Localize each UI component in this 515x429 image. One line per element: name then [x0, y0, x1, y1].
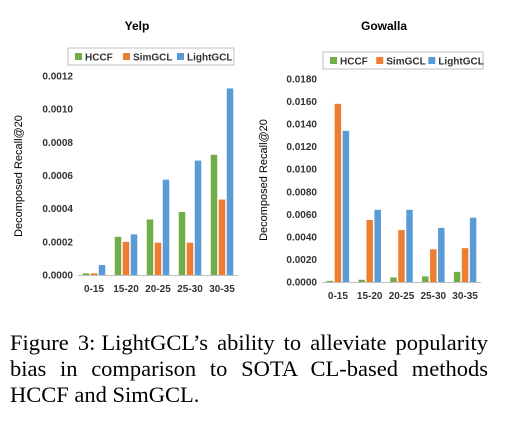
chart1-bar-simgcl-1	[90, 273, 98, 275]
chart1-bar-lightgcl-4	[194, 160, 202, 275]
chart2-bar-lightgcl-5	[469, 217, 477, 282]
chart2-ytick-label: 0.0040	[286, 232, 317, 243]
chart2-xtick-label: 25-30	[421, 291, 447, 302]
chart1-xtick-label: 15-20	[113, 284, 139, 295]
chart1-bar-hccf-1	[82, 273, 90, 275]
chart1-ytick-label: 0.0010	[42, 105, 73, 116]
figure-caption: Figure 3: LightGCL’s ability to alleviate…	[10, 330, 488, 408]
chart2-ytick-label: 0.0120	[286, 142, 317, 153]
chart2-ylabel: Decomposed Recall@20	[258, 119, 270, 241]
chart1-ylabel: Decomposed Recall@20	[13, 115, 25, 237]
chart2-ytick-label: 0.0000	[286, 278, 317, 289]
chart2-legend-label-1: HCCF	[340, 57, 368, 68]
chart1-bar-simgcl-5	[218, 199, 226, 275]
chart2-bar-hccf-2	[358, 279, 365, 282]
chart1-xtick-label: 30-35	[209, 284, 235, 295]
chart2-bar-simgcl-4	[430, 249, 437, 282]
chart2-bar-simgcl-5	[461, 248, 469, 282]
chart1-legend-label-2: SimGCL	[133, 53, 172, 64]
chart2-bar-hccf-5	[453, 271, 461, 282]
chart1-ytick-label: 0.0012	[42, 72, 73, 83]
chart2-bar-lightgcl-1	[342, 130, 350, 282]
chart2-ytick-label: 0.0140	[286, 120, 317, 131]
chart1-xtick-label: 20-25	[145, 284, 171, 295]
chart2-legend-label-3: LightGCL	[438, 57, 484, 68]
chart2-title: Gowalla	[361, 19, 407, 33]
chart2-xtick-label: 0-15	[328, 291, 348, 302]
chart2-legend-box	[322, 51, 484, 70]
chart2-ytick-label: 0.0180	[286, 75, 317, 86]
chart1-title: Yelp	[125, 19, 150, 33]
chart1-bar-hccf-5	[210, 154, 218, 275]
chart2-ytick-label: 0.0100	[286, 165, 317, 176]
chart1-legend-swatch-2	[123, 53, 130, 60]
chart1-legend-label-3: LightGCL	[187, 53, 233, 64]
chart2-bar-lightgcl-4	[438, 227, 445, 282]
chart2-ytick-label: 0.0020	[286, 255, 317, 266]
chart1-legend-swatch-3	[177, 53, 184, 60]
chart1-xtick-label: 0-15	[84, 284, 104, 295]
chart1-bar-simgcl-4	[186, 242, 194, 275]
chart2-ytick-label: 0.0160	[286, 97, 317, 108]
chart1-bar-lightgcl-3	[162, 179, 170, 275]
chart1-bar-hccf-3	[146, 219, 154, 275]
chart2-ytick-label: 0.0060	[286, 210, 317, 221]
chart2-bar-hccf-3	[390, 277, 397, 282]
caption-label: Figure 3:	[10, 330, 96, 355]
chart1-bar-lightgcl-1	[98, 265, 106, 275]
figure-charts: Yelp HCCF SimGCL LightGCL 0.0000 0.0002 0.0004…	[13, 19, 484, 302]
chart2-xtick-label: 30-35	[452, 291, 478, 302]
chart1-ytick-label: 0.0006	[42, 171, 73, 182]
chart1-bar-lightgcl-5	[226, 88, 234, 275]
chart1-bar-hccf-2	[114, 236, 122, 275]
chart1-legend-label-1: HCCF	[85, 53, 113, 64]
chart2-xtick-label: 15-20	[357, 291, 383, 302]
caption-text: LightGCL’s ability to alleviate populari…	[10, 330, 488, 407]
chart1-xtick-label: 25-30	[177, 284, 203, 295]
chart1-bar-simgcl-3	[154, 242, 162, 275]
chart1-bar-hccf-4	[178, 211, 186, 275]
chart2-ytick-label: 0.0080	[286, 187, 317, 198]
chart2-bar-hccf-4	[422, 276, 429, 282]
chart1-bar-simgcl-2	[122, 241, 130, 275]
chart2-bar-hccf-1	[326, 280, 334, 282]
chart1-ytick-label: 0.0002	[42, 237, 73, 248]
chart1-legend-box	[67, 47, 235, 66]
chart1-ytick-label: 0.0000	[42, 271, 73, 282]
chart2-bar-simgcl-2	[366, 219, 373, 282]
chart1-bar-lightgcl-2	[130, 234, 138, 275]
chart1-ytick-label: 0.0004	[42, 204, 73, 215]
chart2-bar-simgcl-1	[334, 103, 342, 282]
chart2-bar-lightgcl-3	[406, 209, 413, 282]
chart2-legend-label-2: SimGCL	[386, 57, 425, 68]
chart1-ytick-label: 0.0008	[42, 138, 73, 149]
chart1-legend-swatch-1	[75, 53, 82, 60]
chart2-xtick-label: 20-25	[389, 291, 415, 302]
chart2-legend-swatch-1	[330, 57, 337, 64]
chart2-legend-swatch-3	[428, 57, 436, 64]
chart2-bar-lightgcl-2	[374, 209, 381, 282]
chart2-legend-swatch-2	[376, 57, 384, 64]
chart2-bar-simgcl-3	[398, 230, 405, 282]
